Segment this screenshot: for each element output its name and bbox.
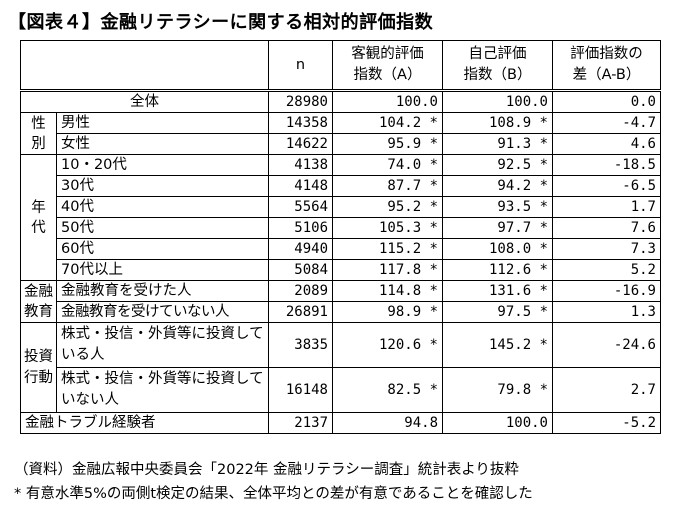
- row-label: 男性: [56, 112, 269, 134]
- row-label: 10・20代: [56, 154, 269, 176]
- row-invest-no: 株式・投信・外貨等に投資していない人 16148 82.5 * 79.8 * 2…: [21, 367, 661, 413]
- cell-n: 14622: [268, 133, 333, 155]
- cell-n: 26891: [268, 301, 333, 323]
- literacy-table: n 客観的評価 指数（A） 自己評価 指数（B） 評価指数の 差（A-B） 全体…: [20, 40, 661, 434]
- row-trouble: 金融トラブル経験者 2137 94.8 100.0 -5.2: [20, 412, 661, 434]
- header-row: n 客観的評価 指数（A） 自己評価 指数（B） 評価指数の 差（A-B）: [20, 40, 661, 91]
- cell-a: 104.2 *: [332, 112, 443, 134]
- cell-a: 117.8 *: [332, 259, 443, 281]
- cell-n: 4148: [268, 175, 333, 197]
- row-label: 金融教育を受けていない人: [56, 301, 269, 323]
- cell-n: 28980: [268, 89, 333, 113]
- cell-d: 1.3: [552, 301, 661, 323]
- cell-n: 5106: [268, 217, 333, 239]
- cell-n: 2089: [268, 280, 333, 302]
- cell-b: 100.0: [442, 412, 553, 434]
- cell-d: -6.5: [552, 175, 661, 197]
- row-label: 金融トラブル経験者: [20, 412, 269, 434]
- cell-b: 131.6 *: [442, 280, 553, 302]
- cell-a: 74.0 *: [332, 154, 443, 176]
- cell-a: 82.5 *: [332, 367, 443, 413]
- row-label: 70代以上: [56, 259, 269, 281]
- cell-d: -16.9: [552, 280, 661, 302]
- cell-d: 4.6: [552, 133, 661, 155]
- row-age-30: 30代 4148 87.7 * 94.2 * -6.5: [21, 175, 661, 197]
- cell-d: 1.7: [552, 196, 661, 218]
- cell-n: 3835: [268, 322, 333, 368]
- header-self: 自己評価 指数（B）: [442, 40, 553, 91]
- cell-n: 14358: [268, 112, 333, 134]
- cell-a: 95.2 *: [332, 196, 443, 218]
- row-label: 40代: [56, 196, 269, 218]
- cell-a: 120.6 *: [332, 322, 443, 368]
- cell-d: 7.6: [552, 217, 661, 239]
- row-total: 全体 28980 100.0 100.0 0.0: [20, 89, 661, 113]
- cell-b: 91.3 *: [442, 133, 553, 155]
- cell-a: 95.9 *: [332, 133, 443, 155]
- row-age-40: 40代 5564 95.2 * 93.5 * 1.7: [21, 196, 661, 218]
- cell-n: 16148: [268, 367, 333, 413]
- cell-d: 7.3: [552, 238, 661, 260]
- row-label: 女性: [56, 133, 269, 155]
- cell-a: 105.3 *: [332, 217, 443, 239]
- header-objective: 客観的評価 指数（A）: [332, 40, 443, 91]
- cell-d: -24.6: [552, 322, 661, 368]
- cell-d: -18.5: [552, 154, 661, 176]
- row-age-70: 70代以上 5084 117.8 * 112.6 * 5.2: [21, 259, 661, 281]
- row-male: 性 別 男性 14358 104.2 * 108.9 * -4.7: [20, 112, 661, 155]
- row-label: 株式・投信・外貨等に投資していない人: [56, 367, 269, 413]
- header-blank: [20, 40, 269, 91]
- row-age-60: 60代 4940 115.2 * 108.0 * 7.3: [21, 238, 661, 260]
- row-female: 女性 14622 95.9 * 91.3 * 4.6: [21, 133, 661, 155]
- cell-b: 100.0: [442, 89, 553, 113]
- row-age-50: 50代 5106 105.3 * 97.7 * 7.6: [21, 217, 661, 239]
- row-age-10-20: 年 代 10・20代 4138 74.0 * 92.5 * -18.5: [20, 154, 661, 281]
- cell-n: 4138: [268, 154, 333, 176]
- cell-n: 2137: [268, 412, 333, 434]
- cell-b: 97.5 *: [442, 301, 553, 323]
- row-edu-no: 金融教育を受けていない人 26891 98.9 * 97.5 * 1.3: [21, 301, 661, 323]
- row-label: 金融教育を受けた人: [56, 280, 269, 302]
- header-diff: 評価指数の 差（A-B）: [552, 40, 661, 91]
- cell-n: 5564: [268, 196, 333, 218]
- group-education: 金融 教育: [20, 280, 57, 323]
- row-label: 全体: [20, 89, 269, 113]
- cell-a: 114.8 *: [332, 280, 443, 302]
- cell-a: 94.8: [332, 412, 443, 434]
- cell-a: 100.0: [332, 89, 443, 113]
- significance-note: * 有意水準5%の両側t検定の結果、全体平均との差が有意であることを確認した: [14, 486, 533, 502]
- cell-a: 115.2 *: [332, 238, 443, 260]
- cell-b: 92.5 *: [442, 154, 553, 176]
- cell-b: 93.5 *: [442, 196, 553, 218]
- row-label: 30代: [56, 175, 269, 197]
- cell-b: 112.6 *: [442, 259, 553, 281]
- cell-b: 108.9 *: [442, 112, 553, 134]
- cell-a: 87.7 *: [332, 175, 443, 197]
- figure-title: 【図表４】金融リテラシーに関する相対的評価指数: [8, 12, 434, 33]
- cell-d: -4.7: [552, 112, 661, 134]
- row-label: 50代: [56, 217, 269, 239]
- row-invest-yes: 投資 行動 株式・投信・外貨等に投資している人 3835 120.6 * 145…: [20, 322, 661, 413]
- cell-d: 5.2: [552, 259, 661, 281]
- cell-b: 97.7 *: [442, 217, 553, 239]
- cell-b: 79.8 *: [442, 367, 553, 413]
- cell-a: 98.9 *: [332, 301, 443, 323]
- cell-b: 145.2 *: [442, 322, 553, 368]
- row-edu-yes: 金融 教育 金融教育を受けた人 2089 114.8 * 131.6 * -16…: [20, 280, 661, 323]
- cell-n: 4940: [268, 238, 333, 260]
- row-label: 60代: [56, 238, 269, 260]
- cell-d: 0.0: [552, 89, 661, 113]
- group-gender: 性 別: [20, 112, 57, 155]
- cell-b: 108.0 *: [442, 238, 553, 260]
- header-n: n: [268, 40, 333, 91]
- group-age: 年 代: [20, 154, 57, 281]
- cell-d: -5.2: [552, 412, 661, 434]
- cell-n: 5084: [268, 259, 333, 281]
- group-investment: 投資 行動: [20, 322, 57, 413]
- row-label: 株式・投信・外貨等に投資している人: [56, 322, 269, 368]
- source-note: （資料）金融広報中央委員会「2022年 金融リテラシー調査」統計表より抜粋: [14, 462, 519, 478]
- cell-b: 94.2 *: [442, 175, 553, 197]
- cell-d: 2.7: [552, 367, 661, 413]
